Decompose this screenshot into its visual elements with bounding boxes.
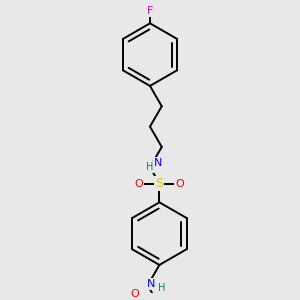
Text: O: O [176, 178, 184, 188]
Text: F: F [147, 6, 153, 16]
Text: H: H [146, 162, 154, 172]
Text: N: N [147, 279, 155, 289]
Text: H: H [158, 284, 165, 293]
Text: O: O [135, 178, 143, 188]
Text: S: S [155, 177, 164, 190]
Text: N: N [154, 158, 162, 168]
Text: O: O [130, 289, 139, 299]
